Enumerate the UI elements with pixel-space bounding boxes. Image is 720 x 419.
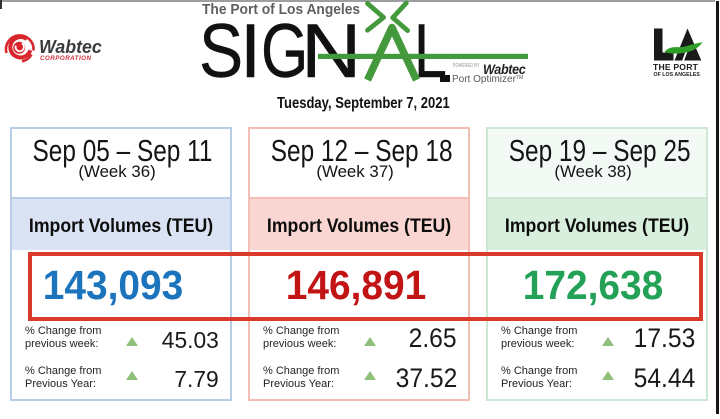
svg-text:THE PORT: THE PORT [653, 62, 699, 72]
svg-text:OF LOS ANGELES: OF LOS ANGELES [654, 72, 701, 78]
